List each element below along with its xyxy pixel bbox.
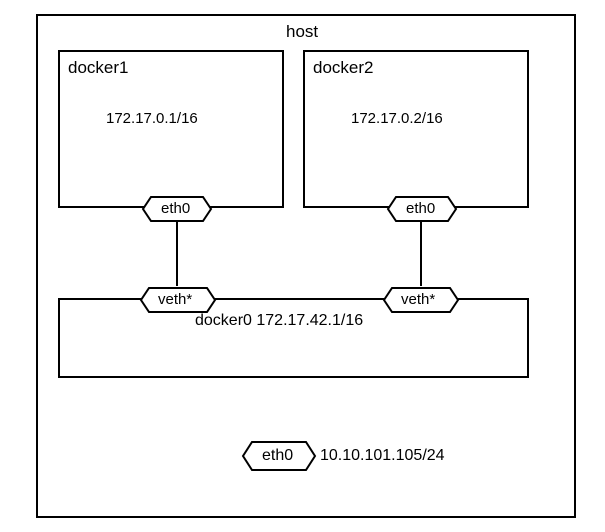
host-title: host (286, 22, 318, 42)
bridge-title: docker0 (195, 312, 252, 329)
connector-1 (176, 222, 178, 286)
docker2-eth0-label: eth0 (406, 200, 435, 217)
connector-2 (420, 222, 422, 286)
veth1-label: veth* (158, 291, 192, 308)
veth2-label: veth* (401, 291, 435, 308)
host-eth0-label: eth0 (262, 447, 293, 465)
host-eth0-ip: 10.10.101.105/24 (320, 447, 445, 465)
docker2-ip: 172.17.0.2/16 (351, 110, 443, 127)
docker1-eth0-label: eth0 (161, 200, 190, 217)
bridge-ip: 172.17.42.1/16 (256, 312, 363, 329)
diagram-root: host docker1 172.17.0.1/16 eth0 docker2 … (0, 0, 605, 532)
bridge-name: docker0 172.17.42.1/16 (195, 312, 363, 330)
docker2-title: docker2 (313, 58, 373, 78)
docker1-ip: 172.17.0.1/16 (106, 110, 198, 127)
docker1-title: docker1 (68, 58, 128, 78)
